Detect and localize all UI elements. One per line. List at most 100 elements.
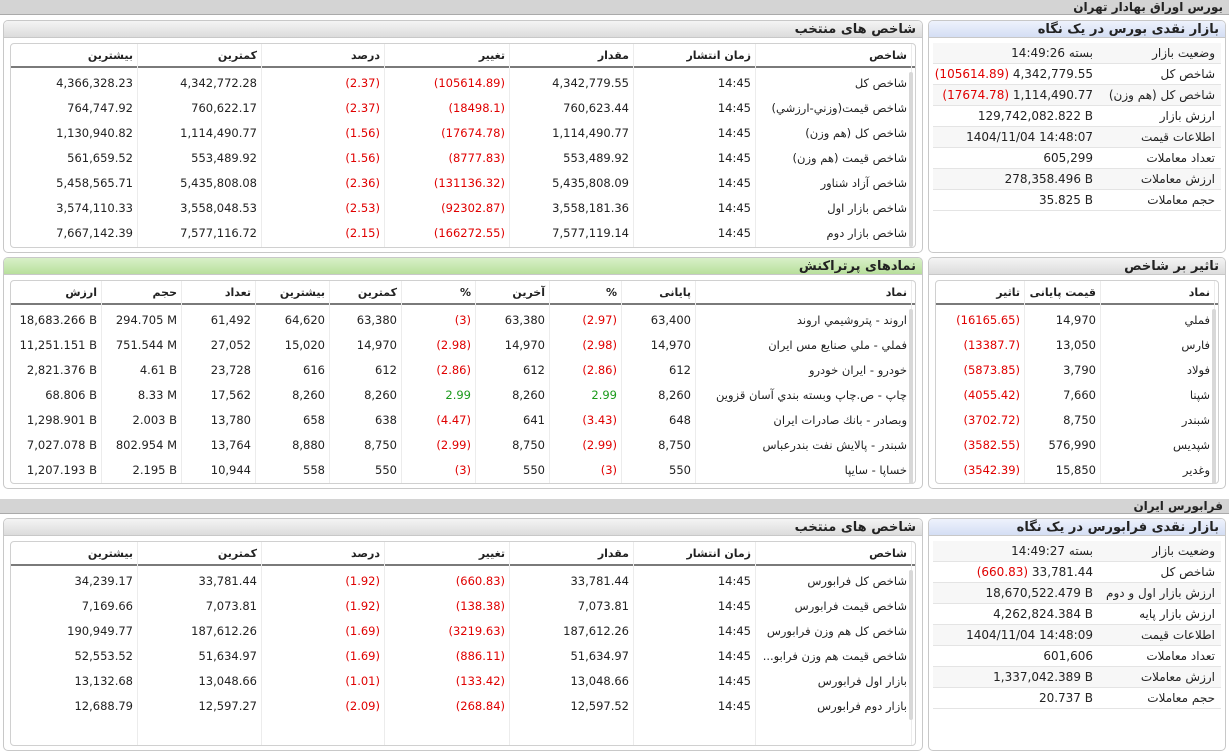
tse-glance-number: 1404/11/04 14:48:07 — [966, 130, 1093, 144]
ifb-indices-col-divider — [261, 542, 262, 745]
tse-glance-row: شاخص کل (105614.89) 4,342,779.55 — [933, 64, 1221, 85]
tse-indices-cell-change: (8777.83) — [448, 151, 505, 165]
tse-impact-scrollbar[interactable] — [1212, 309, 1216, 484]
ifb-indices-cell-name: شاخص كل فرابورس — [807, 574, 907, 588]
tse-active-cell-value: 2,821.376 B — [26, 363, 97, 377]
tse-active-cell-value: 1,207.193 B — [26, 463, 97, 477]
tse-indices-cell-max: 7,667,142.39 — [56, 226, 133, 240]
ifb-indices-cell-max: 34,239.17 — [74, 574, 133, 588]
ifb-indices-header-value[interactable]: مقدار — [597, 547, 629, 560]
tse-active-header-value[interactable]: ارزش — [65, 286, 97, 299]
ifb-indices-cell-percent: (1.69) — [345, 649, 380, 663]
tse-active-header-symbol[interactable]: نماد — [885, 286, 907, 299]
tse-glance-label: شاخص کل (هم وزن) — [1108, 88, 1215, 102]
tse-indices-scrollbar[interactable] — [909, 72, 913, 247]
tse-active-cell-volume: 2.003 B — [132, 413, 177, 427]
ifb-indices-header-min[interactable]: کمترین — [217, 547, 257, 560]
tse-impact-header-symbol[interactable]: نماد — [1188, 286, 1210, 299]
tse-impact-header-close[interactable]: قیمت پایانی — [1029, 286, 1096, 299]
tse-impact-cell-close: 8,750 — [1063, 413, 1096, 427]
tse-indices-header-percent[interactable]: درصد — [351, 49, 380, 62]
tse-active-cell-last: 8,260 — [512, 388, 545, 402]
ifb-indices-header-percent[interactable]: درصد — [351, 547, 380, 560]
ifb-indices-cell-name: شاخص كل هم وزن فرابورس — [766, 624, 907, 638]
tse-active-cell-min: 550 — [375, 463, 397, 477]
tse-active-cell-min: 8,260 — [364, 388, 397, 402]
tse-active-cell-last_pct: (3) — [454, 313, 471, 327]
tse-active-header-volume[interactable]: حجم — [152, 286, 177, 299]
tse-indices-cell-change: (105614.89) — [433, 76, 505, 90]
ifb-indices-cell-max: 7,169.66 — [81, 599, 133, 613]
ifb-indices-cell-time: 14:45 — [717, 599, 751, 613]
tse-indices-header-name[interactable]: شاخص — [869, 49, 907, 62]
ifb-glance-label: ارزش معاملات — [1140, 670, 1215, 684]
tse-active-cell-volume: 751.544 M — [115, 338, 177, 352]
tse-active-header-close_pct[interactable]: % — [605, 286, 617, 299]
tse-indices-cell-min: 1,114,490.77 — [180, 126, 257, 140]
tse-active-cell-close_pct: (2.99) — [582, 438, 617, 452]
tse-active-header-max[interactable]: بیشترین — [279, 286, 325, 299]
tse-active-header-close[interactable]: پایانی — [659, 286, 691, 299]
tse-indices-header-max[interactable]: بیشترین — [87, 49, 133, 62]
ifb-indices-cell-percent: (1.92) — [345, 574, 380, 588]
ifb-indices-header-row: شاخص زمان انتشار مقدار تغییر درصد کمترین بیشتر… — [11, 542, 915, 566]
ifb-indices-header-time[interactable]: زمان انتشار — [686, 547, 751, 560]
tse-indices-cell-max: 4,366,328.23 — [56, 76, 133, 90]
tse-active-col-divider — [475, 281, 476, 483]
tse-impact-header-impact[interactable]: تاثیر — [996, 286, 1020, 299]
tse-indices-cell-change: (166272.55) — [433, 226, 505, 240]
tse-glance-value: 1404/11/04 14:48:07 — [966, 127, 1093, 148]
ifb-indices-header-change[interactable]: تغییر — [478, 547, 505, 560]
tse-active-cell-symbol: شبندر - پالايش نفت بندرعباس — [762, 438, 907, 452]
tse-active-col-divider — [401, 281, 402, 483]
tse-glance-label: وضعیت بازار — [1152, 46, 1215, 60]
ifb-indices-col-divider — [384, 542, 385, 745]
ifb-indices-header-name[interactable]: شاخص — [869, 547, 907, 560]
ifb-glance-row: اطلاعات قیمت 1404/11/04 14:48:09 — [933, 625, 1221, 646]
tse-active-header-last[interactable]: آخرین — [512, 286, 545, 299]
tse-active-cell-last_pct: (4.47) — [436, 413, 471, 427]
tse-active-cell-last_pct: (2.99) — [436, 438, 471, 452]
tse-active-cell-last_pct: 2.99 — [445, 388, 471, 402]
tse-indices-header-time[interactable]: زمان انتشار — [686, 49, 751, 62]
tse-active-cell-value: 1,298.901 B — [26, 413, 97, 427]
tse-glance-number: 4,342,779.55 — [1012, 67, 1093, 81]
ifb-indices-header-max[interactable]: بیشترین — [87, 547, 133, 560]
ifb-indices-scrollbar[interactable] — [909, 570, 913, 720]
tse-indices-cell-min: 4,342,772.28 — [180, 76, 257, 90]
ifb-glance-number: 1404/11/04 14:48:09 — [966, 628, 1093, 642]
tse-active-cell-value: 7,027.078 B — [26, 438, 97, 452]
ifb-glance-value: 601,606 — [1043, 646, 1093, 667]
ifb-indices-cell-percent: (2.09) — [345, 699, 380, 713]
tse-active-col-divider — [549, 281, 550, 483]
tse-indices-cell-value: 3,558,181.36 — [552, 201, 629, 215]
tse-indices-cell-min: 760,622.17 — [191, 101, 257, 115]
tse-indices-cell-max: 764,747.92 — [67, 101, 133, 115]
ifb-indices-cell-name: بازار دوم فرابورس — [817, 699, 907, 713]
tse-active-cell-count: 23,728 — [210, 363, 251, 377]
tse-indices-header-change[interactable]: تغییر — [478, 49, 505, 62]
tse-glance-value: (105614.89) 4,342,779.55 — [935, 64, 1093, 85]
ifb-indices-cell-max: 190,949.77 — [67, 624, 133, 638]
tse-active-col-divider — [181, 281, 182, 483]
tse-active-header-min[interactable]: کمترین — [357, 286, 397, 299]
ifb-indices-cell-value: 12,597.52 — [570, 699, 629, 713]
ifb-glance-label: ارزش بازار اول و دوم — [1106, 586, 1215, 600]
ifb-section-title: فرابورس ایران — [0, 499, 1229, 514]
tse-active-scrollbar[interactable] — [909, 309, 913, 484]
tse-indices-header-value[interactable]: مقدار — [597, 49, 629, 62]
ifb-indices-cell-change: (660.83) — [455, 574, 505, 588]
tse-glance-panel: بازار نقدی بورس در یک نگاه وضعیت بازار بس… — [928, 20, 1226, 253]
tse-active-header-last_pct[interactable]: % — [459, 286, 471, 299]
tse-indices-cell-percent: (2.53) — [345, 201, 380, 215]
tse-active-header-count[interactable]: تعداد — [224, 286, 251, 299]
ifb-glance-label: شاخص کل — [1160, 565, 1215, 579]
tse-indices-header-min[interactable]: کمترین — [217, 49, 257, 62]
tse-indices-cell-name: شاخص كل — [854, 76, 907, 90]
tse-impact-cell-close: 13,050 — [1055, 338, 1096, 352]
tse-glance-value: 605,299 — [1043, 148, 1093, 169]
ifb-glance-row: ارزش بازار پایه 4,262,824.384 B — [933, 604, 1221, 625]
tse-active-cell-close: 648 — [669, 413, 691, 427]
tse-indices-cell-value: 4,342,779.55 — [552, 76, 629, 90]
tse-indices-cell-percent: (1.56) — [345, 151, 380, 165]
